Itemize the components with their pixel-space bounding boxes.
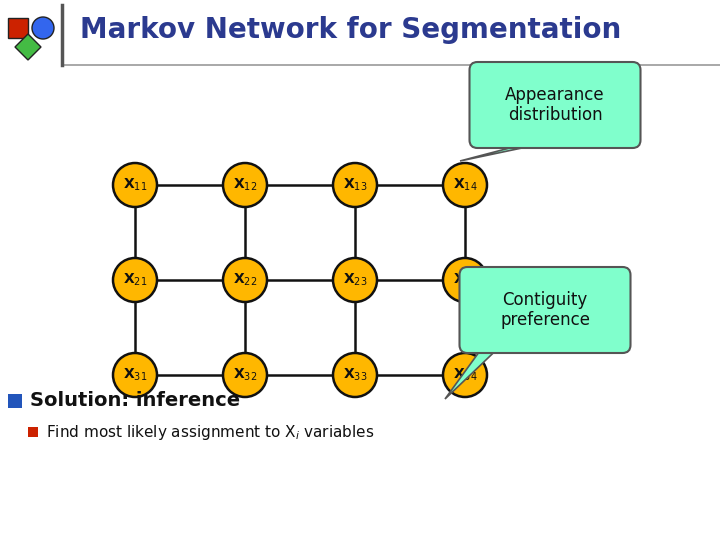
Text: Markov Network for Segmentation: Markov Network for Segmentation (80, 16, 621, 44)
Text: X$_{31}$: X$_{31}$ (123, 367, 147, 383)
Text: Find most likely assignment to X$_i$ variables: Find most likely assignment to X$_i$ var… (46, 422, 374, 442)
Circle shape (333, 163, 377, 207)
Circle shape (113, 258, 157, 302)
FancyBboxPatch shape (28, 427, 38, 437)
Polygon shape (15, 34, 41, 60)
Text: X$_{34}$: X$_{34}$ (453, 367, 477, 383)
Circle shape (113, 353, 157, 397)
Text: X$_{33}$: X$_{33}$ (343, 367, 367, 383)
Text: X$_{24}$: X$_{24}$ (453, 272, 477, 288)
Polygon shape (445, 275, 575, 399)
Text: X$_{14}$: X$_{14}$ (453, 177, 477, 193)
Circle shape (32, 17, 54, 39)
FancyBboxPatch shape (8, 394, 22, 408)
Text: X$_{21}$: X$_{21}$ (123, 272, 147, 288)
Circle shape (223, 258, 267, 302)
Circle shape (223, 353, 267, 397)
FancyBboxPatch shape (459, 267, 631, 353)
Polygon shape (460, 140, 560, 161)
Circle shape (443, 258, 487, 302)
Text: X$_{32}$: X$_{32}$ (233, 367, 257, 383)
Text: Appearance
distribution: Appearance distribution (505, 86, 605, 124)
Circle shape (443, 163, 487, 207)
Circle shape (113, 163, 157, 207)
Circle shape (443, 353, 487, 397)
Text: X$_{23}$: X$_{23}$ (343, 272, 367, 288)
FancyBboxPatch shape (469, 62, 641, 148)
FancyBboxPatch shape (8, 18, 28, 38)
Circle shape (223, 163, 267, 207)
Text: Solution: inference: Solution: inference (30, 392, 240, 410)
Text: X$_{13}$: X$_{13}$ (343, 177, 367, 193)
Circle shape (333, 258, 377, 302)
Text: X$_{11}$: X$_{11}$ (123, 177, 147, 193)
Text: X$_{22}$: X$_{22}$ (233, 272, 257, 288)
Text: X$_{12}$: X$_{12}$ (233, 177, 257, 193)
Circle shape (333, 353, 377, 397)
Text: Contiguity
preference: Contiguity preference (500, 291, 590, 329)
